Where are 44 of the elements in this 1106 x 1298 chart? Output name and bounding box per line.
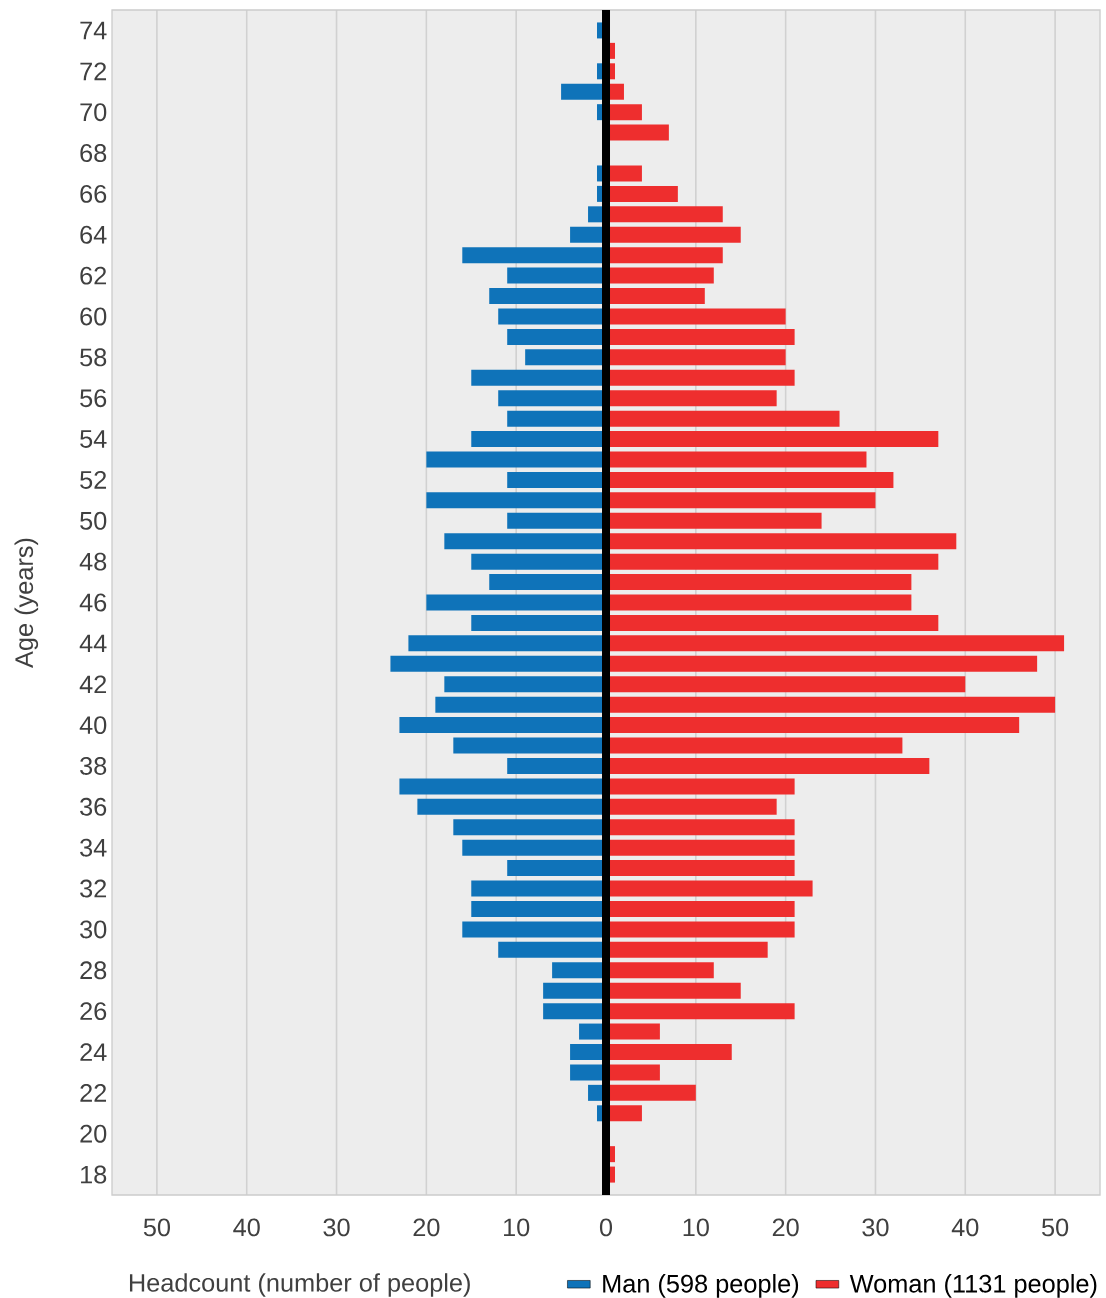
y-tick-label: 44 (79, 634, 107, 653)
y-tick-label: 18 (81, 1165, 107, 1184)
y-tick-label: 34 (80, 838, 107, 857)
y-tick-label: 22 (80, 1084, 107, 1102)
x-tick-label: 40 (951, 1218, 979, 1237)
y-axis-title: Age (years) (14, 538, 39, 668)
y-tick-label: 72 (80, 62, 107, 81)
x-tick-label: 50 (1042, 1218, 1069, 1237)
y-tick-label: 26 (80, 1002, 107, 1021)
y-tick-label: 74 (80, 21, 107, 40)
x-tick-label: 20 (413, 1218, 440, 1237)
y-tick-label: 24 (80, 1043, 107, 1061)
legend-label: Woman (1131 people) (849, 1274, 1097, 1298)
x-tick-label: 10 (504, 1218, 530, 1237)
y-tick-label: 58 (80, 348, 107, 367)
y-tick-label: 68 (80, 144, 107, 162)
y-tick-label: 30 (80, 920, 107, 939)
x-tick-label: 50 (143, 1218, 170, 1237)
x-tick-label: 30 (323, 1218, 350, 1237)
y-tick-label: 48 (79, 552, 107, 571)
y-tick-label: 36 (80, 797, 107, 816)
y-tick-label: 42 (79, 675, 107, 694)
y-tick-label: 46 (79, 593, 107, 612)
y-tick-label: 38 (80, 756, 107, 775)
y-tick-label: 62 (80, 266, 107, 285)
y-tick-label: 40 (79, 716, 107, 735)
x-axis-title: Headcount (number of people) (129, 1273, 470, 1297)
y-tick-label: 32 (80, 879, 107, 898)
y-tick-label: 60 (80, 307, 107, 326)
y-tick-label: 54 (80, 430, 107, 448)
x-tick-label: 40 (233, 1218, 260, 1237)
x-tick-label: 20 (772, 1218, 799, 1237)
legend-label: Man (598 people) (603, 1274, 799, 1298)
y-tick-label: 52 (80, 470, 107, 489)
y-tick-label: 66 (80, 184, 107, 203)
x-tick-label: 0 (599, 1218, 613, 1237)
y-tick-label: 28 (80, 961, 107, 980)
x-tick-label: 10 (683, 1218, 709, 1237)
y-tick-label: 64 (80, 225, 107, 244)
y-tick-label: 56 (80, 389, 107, 408)
y-tick-label: 70 (80, 103, 107, 122)
y-tick-label: 20 (80, 1124, 107, 1143)
y-tick-label: 50 (80, 511, 107, 530)
x-tick-label: 30 (862, 1218, 889, 1237)
